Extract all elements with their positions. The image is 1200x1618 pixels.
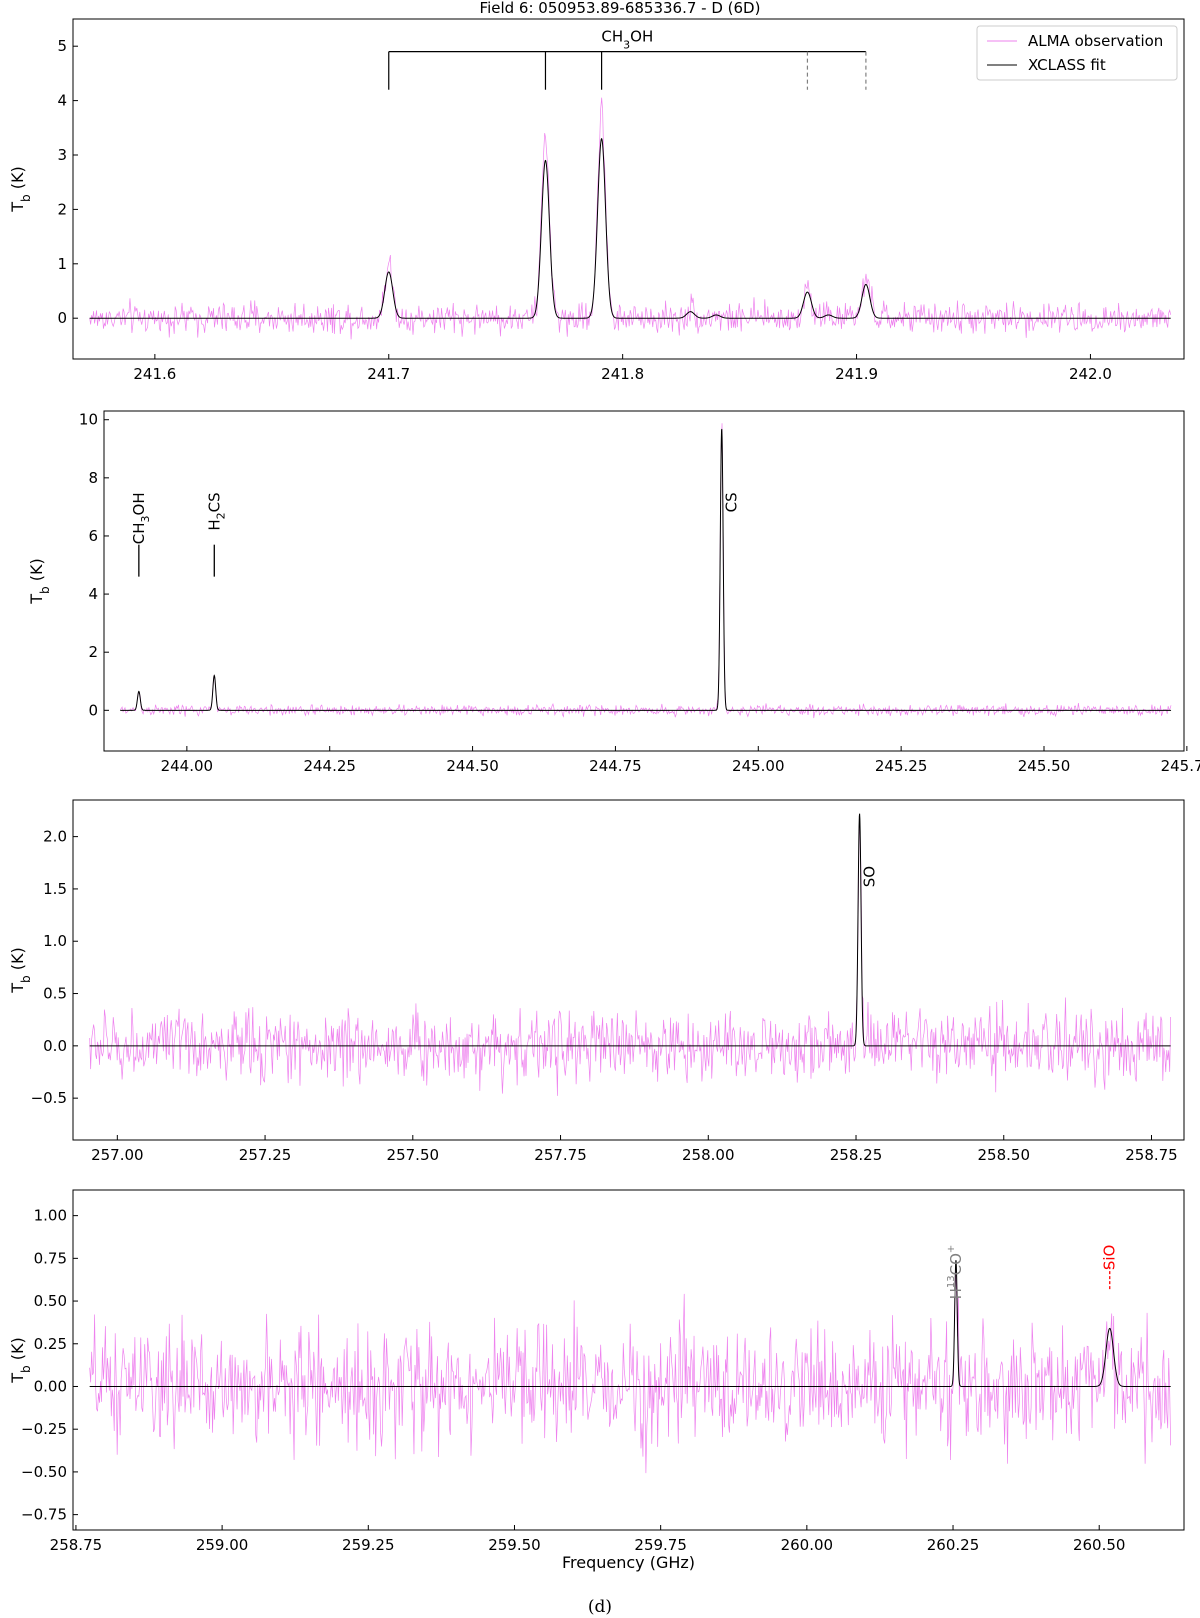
line-label: SO: [860, 866, 878, 887]
x-tick-label: 241.6: [133, 365, 176, 383]
x-tick-label: 257.75: [534, 1146, 587, 1164]
y-tick-label: 4: [88, 585, 98, 603]
x-tick-label: 245.75: [1161, 757, 1200, 775]
line-label-text: CH3OH: [601, 28, 653, 52]
line-label: H2CS: [205, 492, 227, 577]
y-tick-label: 8: [88, 469, 98, 487]
x-tick-label: 241.8: [601, 365, 644, 383]
line-label-text: CH3OH: [129, 492, 151, 544]
fit-series: [120, 428, 1172, 711]
y-tick-label: −0.5: [31, 1089, 67, 1107]
y-tick-label: 3: [57, 146, 67, 164]
x-tick-label: 258.75: [1125, 1146, 1178, 1164]
x-tick-label: 259.25: [342, 1536, 395, 1554]
y-tick-label: 0.5: [43, 985, 67, 1003]
y-tick-label: 6: [88, 527, 98, 545]
y-tick-label: 1: [57, 255, 67, 273]
legend-box: [976, 25, 1178, 81]
y-tick-label: 2: [88, 643, 98, 661]
axes-frame: [72, 18, 1185, 360]
y-axis-label: Tb (K): [8, 166, 33, 212]
line-label-text: SO: [860, 866, 878, 887]
legend-label-observation: ALMA observation: [1028, 32, 1163, 50]
x-tick-label: 258.00: [682, 1146, 735, 1164]
figure-title: Field 6: 050953.89-685336.7 - D (6D): [480, 0, 761, 17]
y-tick-label: 5: [57, 37, 67, 55]
observation-series: [89, 97, 1172, 340]
x-tick-label: 257.50: [387, 1146, 440, 1164]
observation-series: [89, 826, 1172, 1096]
observation-series: [119, 423, 1172, 719]
y-tick-label: −0.75: [21, 1506, 67, 1524]
line-label: SiO: [1100, 1245, 1118, 1290]
x-tick-label: 258.25: [830, 1146, 883, 1164]
fit-series: [89, 137, 1171, 319]
line-label-text: H2CS: [205, 492, 227, 530]
y-tick-label: 2: [57, 200, 67, 218]
y-tick-label: 2.0: [43, 828, 67, 846]
panel-3: 257.00 257.25 257.50 257.75 258.00 258.25 258.…: [8, 799, 1185, 1164]
x-tick-label: 245.00: [732, 757, 785, 775]
line-label: H13CO+: [945, 1245, 964, 1300]
x-tick-label: 258.50: [978, 1146, 1031, 1164]
axes-frame: [72, 799, 1185, 1141]
panel-1: 241.6 241.7 241.8 241.9 242.0 0 1 2 3 4 5 Tb (K) CH3…: [8, 18, 1185, 383]
x-tick-label: 244.25: [303, 757, 356, 775]
x-tick-label: 244.00: [161, 757, 214, 775]
x-tick-label: 260.50: [1073, 1536, 1126, 1554]
figure-caption: (d): [588, 1597, 612, 1617]
x-tick-label: 241.7: [367, 365, 410, 383]
y-tick-label: 0.00: [34, 1377, 67, 1395]
line-label-text: SiO: [1100, 1245, 1118, 1271]
x-tick-label: 244.50: [446, 757, 499, 775]
line-label-text: H13CO+: [945, 1245, 964, 1300]
x-tick-label: 241.9: [835, 365, 878, 383]
y-axis-label: Tb (K): [8, 1337, 33, 1383]
x-axis-label: Frequency (GHz): [562, 1553, 695, 1572]
fit-series: [89, 813, 1171, 1047]
x-tick-label: 257.00: [91, 1146, 144, 1164]
y-tick-label: 1.5: [43, 880, 67, 898]
x-tick-label: 260.00: [781, 1536, 834, 1554]
fit-series: [89, 1260, 1171, 1387]
y-tick-label: 4: [57, 92, 67, 110]
legend-label-fit: XCLASS fit: [1028, 56, 1106, 74]
x-tick-label: 259.75: [634, 1536, 687, 1554]
panel-4: 258.75 259.00 259.25 259.50 259.75 260.00 260.…: [8, 1189, 1185, 1572]
y-tick-label: 10: [79, 411, 98, 429]
x-tick-label: 259.50: [488, 1536, 541, 1554]
x-tick-label: 257.25: [239, 1146, 292, 1164]
y-axis-label: Tb (K): [8, 947, 33, 993]
y-tick-label: 1.0: [43, 932, 67, 950]
line-label: CH3OH: [129, 492, 151, 577]
observation-series: [89, 1269, 1172, 1474]
y-tick-label: 1.00: [34, 1207, 67, 1225]
y-tick-label: 0.25: [34, 1335, 67, 1353]
legend: ALMA observation XCLASS fit: [976, 25, 1178, 81]
y-tick-label: 0.50: [34, 1292, 67, 1310]
axes-frame: [72, 1189, 1185, 1531]
x-tick-label: 259.00: [196, 1536, 249, 1554]
x-tick-label: 245.50: [1018, 757, 1071, 775]
line-label: CH3OH: [388, 28, 867, 90]
y-tick-label: 0.75: [34, 1249, 67, 1267]
x-tick-label: 258.75: [50, 1536, 103, 1554]
y-tick-label: 0: [57, 309, 67, 327]
x-tick-label: 260.25: [927, 1536, 980, 1554]
axes-frame: [103, 410, 1185, 752]
line-label: CS: [722, 492, 740, 512]
panel-2: 244.00 244.25 244.50 244.75 245.00 245.25 245.…: [27, 410, 1200, 775]
y-tick-label: −0.25: [21, 1420, 67, 1438]
x-tick-label: 244.75: [589, 757, 642, 775]
x-tick-label: 242.0: [1069, 365, 1112, 383]
y-axis-label: Tb (K): [27, 558, 52, 604]
y-tick-label: 0: [88, 701, 98, 719]
y-tick-label: −0.50: [21, 1463, 67, 1481]
line-label-text: CS: [722, 492, 740, 512]
x-tick-label: 245.25: [875, 757, 928, 775]
y-tick-label: 0.0: [43, 1037, 67, 1055]
